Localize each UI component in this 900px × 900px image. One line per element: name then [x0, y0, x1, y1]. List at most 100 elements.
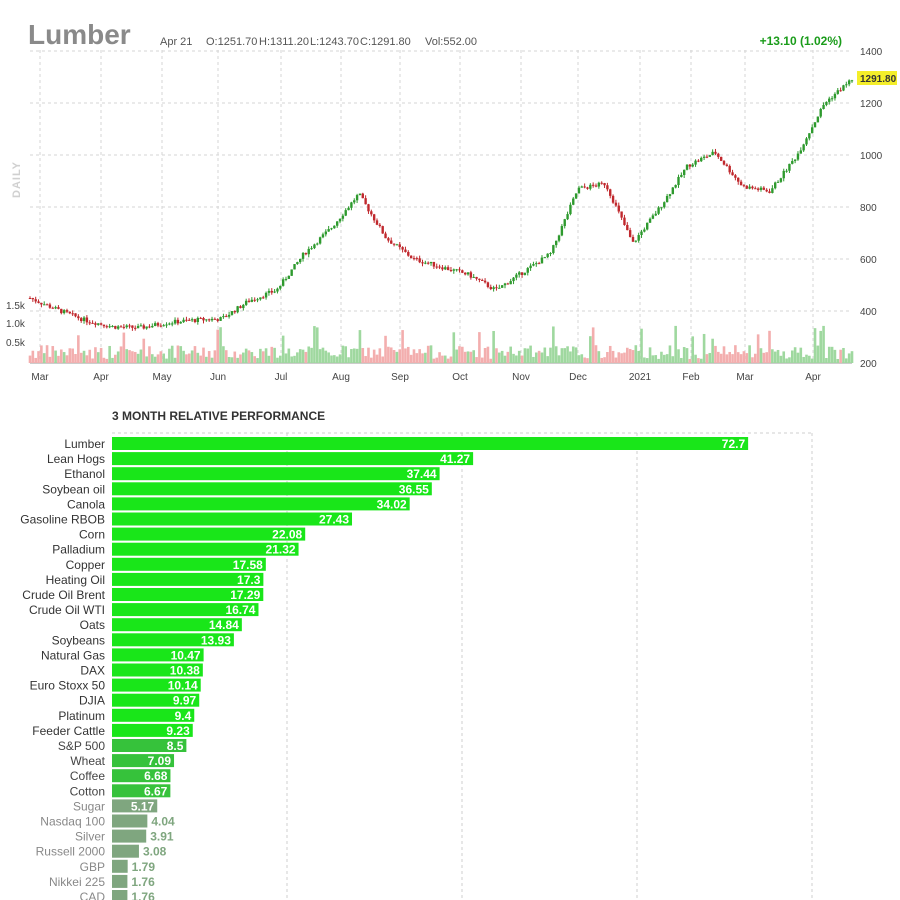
candle-body [700, 157, 703, 162]
volume-bar [813, 328, 817, 363]
performance-label: Sugar [73, 799, 105, 813]
candle-body [102, 324, 106, 327]
volume-bar [495, 348, 498, 363]
candle-body [697, 160, 700, 162]
performance-label: Wheat [70, 754, 105, 768]
volume-bar [839, 349, 842, 363]
candle-body [589, 184, 592, 189]
performance-label: Cotton [70, 784, 105, 798]
candle-body [316, 243, 319, 245]
volume-bar [643, 357, 646, 363]
volume-bar [34, 357, 37, 363]
y-axis: 1400 1200 1000 800 600 400 200 [860, 47, 883, 370]
volume-bar [503, 355, 507, 363]
candle-body [830, 98, 834, 100]
performance-bar [112, 588, 264, 601]
candle-body [230, 311, 234, 315]
volume-bar [37, 351, 40, 363]
volume-bar [68, 348, 72, 363]
volume-bar [799, 347, 803, 363]
performance-value: 9.4 [175, 709, 192, 723]
volume-bar [691, 336, 695, 363]
volume-bar [59, 349, 63, 363]
performance-grid [112, 432, 813, 900]
volume-bar [523, 348, 527, 363]
candle-body [776, 181, 780, 183]
candle-body [554, 240, 558, 246]
performance-value: 10.14 [168, 679, 198, 693]
performance-value: 21.32 [266, 543, 296, 557]
candle-body [788, 163, 791, 171]
candle-body [850, 80, 854, 82]
price-chart[interactable]: Lumber Apr 21 O:1251.70 H:1311.20 L:1243… [0, 0, 900, 395]
volume-bar [381, 356, 384, 363]
candle-body [634, 240, 638, 242]
candle-body [614, 202, 618, 206]
candle-body [108, 326, 111, 328]
volume-bar [358, 330, 362, 363]
candle-body [597, 182, 601, 187]
volume-bar [122, 332, 126, 363]
volume-bar [674, 325, 677, 363]
candle-body [48, 304, 52, 308]
candle-body [438, 266, 441, 268]
performance-value: 37.44 [407, 467, 437, 481]
candle-body [739, 181, 743, 186]
candle-body [603, 183, 606, 186]
y-tick-label: 1000 [860, 151, 883, 162]
candle-body [657, 207, 660, 214]
volume-bar [748, 345, 751, 363]
candle-body [663, 202, 666, 208]
volume-bar [446, 358, 450, 363]
volume-bar [412, 349, 416, 363]
performance-label: Palladium [52, 543, 105, 557]
candle-body [498, 287, 501, 289]
volume-bar [318, 349, 322, 363]
volume-bar [96, 352, 100, 363]
candle-body [796, 153, 800, 160]
performance-label: Oats [80, 618, 105, 632]
volume-bar [293, 355, 296, 363]
candle-body [842, 85, 845, 91]
volume-bar [640, 328, 643, 363]
volume-bar [765, 352, 768, 363]
candle-body [580, 186, 583, 188]
volume-bar [702, 333, 706, 363]
volume-bar [384, 335, 387, 363]
performance-value: 1.79 [132, 860, 156, 874]
volume-bar [398, 349, 402, 363]
volume-bar [264, 348, 268, 363]
volume-bar [429, 345, 433, 363]
volume-bar [480, 357, 484, 363]
performance-label: Heating Oil [46, 573, 105, 587]
performance-bar [112, 769, 171, 783]
performance-bar [112, 497, 410, 511]
candle-body [79, 318, 83, 322]
candle-body [583, 186, 586, 188]
performance-label: Corn [79, 528, 105, 542]
volume-bar [717, 351, 720, 363]
volume-bar [668, 345, 672, 363]
candle-body [307, 248, 310, 255]
candle-body [469, 272, 473, 278]
performance-label: Crude Oil Brent [22, 588, 105, 602]
volume-bar [458, 346, 461, 363]
candle-body [646, 222, 649, 230]
candle-body [847, 80, 851, 85]
volume-bar [367, 347, 370, 363]
volume-bar [634, 345, 638, 363]
volume-bar [586, 358, 589, 363]
candle-body [512, 277, 515, 282]
performance-label: CAD [80, 890, 106, 900]
candle-body [264, 292, 268, 298]
volume-bar [77, 335, 80, 363]
performance-value: 17.29 [230, 588, 260, 602]
volume-bar [512, 353, 515, 363]
candle-body [745, 185, 748, 189]
performance-value: 5.17 [131, 799, 155, 813]
volume-bar [335, 356, 339, 363]
volume-bar [617, 352, 621, 363]
volume-bar [557, 355, 561, 363]
candle-body [165, 324, 168, 326]
performance-label: Crude Oil WTI [29, 603, 105, 617]
